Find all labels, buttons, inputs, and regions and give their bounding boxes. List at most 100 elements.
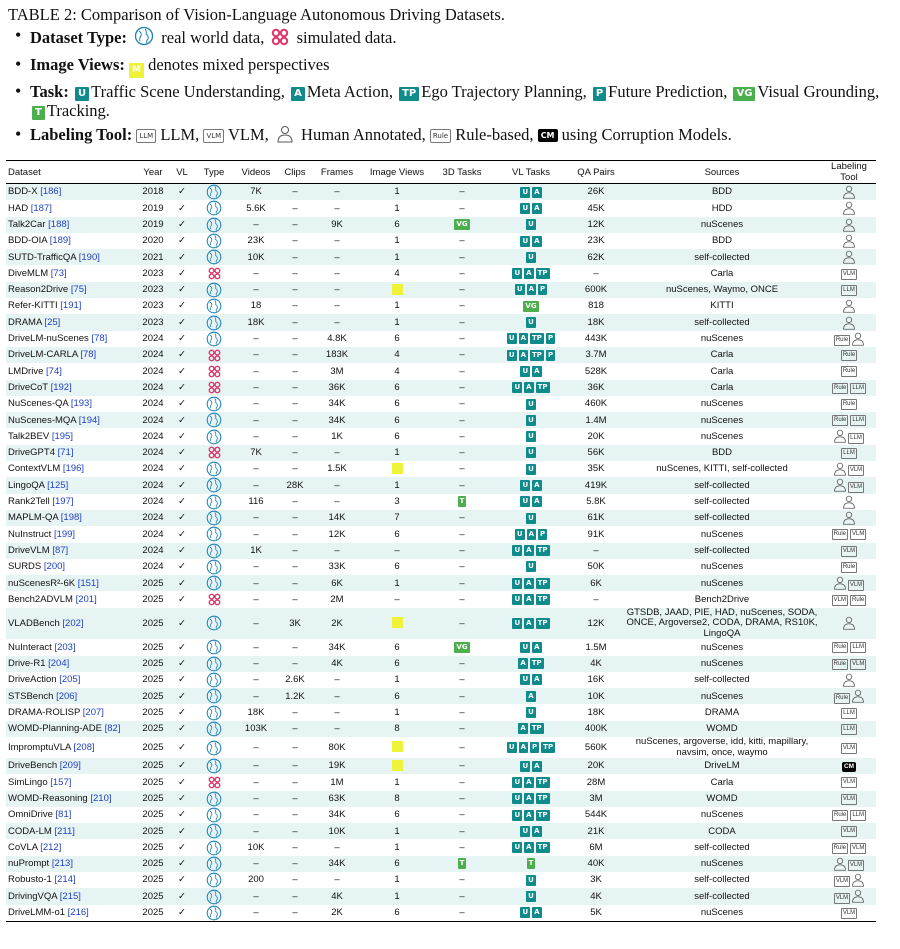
- reference-link[interactable]: [203]: [54, 641, 76, 653]
- cell-dataset: LMDrive [74]: [6, 363, 136, 379]
- cell-clips: –: [292, 593, 298, 605]
- reference-link[interactable]: [190]: [78, 251, 100, 263]
- reference-link[interactable]: [208]: [73, 741, 95, 753]
- cell-dataset: Reason2Drive [75]: [6, 281, 136, 299]
- cell-sources: nuScenes: [622, 688, 822, 705]
- cell-frames: –: [334, 706, 340, 718]
- cell-3d-tasks: –: [459, 430, 465, 442]
- cell-image-views: 6: [394, 528, 400, 540]
- reference-link[interactable]: [216]: [67, 907, 89, 919]
- cell-clips: –: [292, 496, 298, 508]
- table-row: Talk2Car [188] 2019 ✓ – –9K 6 VG U 12K nuScenes: [6, 216, 876, 233]
- reference-link[interactable]: [205]: [59, 674, 81, 686]
- table-row: Robusto-1 [214] 2025 ✓ 200 – – 1 – U 3K self-colle…: [6, 872, 876, 888]
- reference-link[interactable]: [78]: [91, 333, 108, 345]
- human-icon: [833, 857, 847, 871]
- reference-link[interactable]: [211]: [54, 825, 75, 837]
- reference-link[interactable]: [199]: [53, 528, 76, 540]
- globe-icon: [206, 494, 222, 510]
- cell-frames: –: [334, 235, 340, 247]
- reference-link[interactable]: [195]: [51, 430, 73, 442]
- task-badge-u: U: [526, 561, 536, 573]
- reference-link[interactable]: [187]: [30, 202, 52, 214]
- reference-link[interactable]: [192]: [50, 381, 72, 393]
- globe-icon: [206, 331, 222, 347]
- reference-link[interactable]: [213]: [51, 858, 73, 870]
- cell-type: [194, 607, 234, 640]
- cell-clips: –: [292, 641, 298, 653]
- cell-year: 2025: [136, 790, 170, 807]
- reference-link[interactable]: [191]: [60, 300, 82, 312]
- dataset-name: nuScenesR²-6K: [8, 577, 76, 589]
- cell-vl-tasks: U A TP: [492, 774, 570, 790]
- reference-link[interactable]: [200]: [43, 561, 66, 573]
- cell-year: 2024: [142, 496, 164, 508]
- cell-labeling-tool: [822, 233, 876, 249]
- reference-link[interactable]: [210]: [90, 792, 112, 804]
- reference-link[interactable]: [81]: [55, 809, 72, 821]
- reference-link[interactable]: [87]: [52, 544, 69, 556]
- reference-link[interactable]: [25]: [44, 316, 61, 328]
- simulated-icon: [208, 365, 221, 378]
- reference-link[interactable]: [215]: [59, 890, 81, 902]
- human-icon: [842, 316, 856, 330]
- cell-year: 2025: [136, 655, 170, 672]
- vlm-badge: VLM: [847, 465, 865, 477]
- cell-labeling-tool: VLM: [822, 823, 876, 840]
- cell-3d-tasks: –: [432, 823, 492, 840]
- reference-link[interactable]: [212]: [40, 841, 62, 853]
- cell-labeling-tool: Rule LLM: [822, 379, 876, 396]
- reference-link[interactable]: [71]: [57, 447, 74, 459]
- task-badge-tp: TP: [535, 382, 550, 394]
- reference-link[interactable]: [189]: [49, 235, 71, 247]
- cell-3d-tasks: –: [432, 542, 492, 559]
- reference-link[interactable]: [151]: [77, 577, 99, 589]
- cell-labeling-tool: Rule LLM: [822, 412, 876, 429]
- column-header: Frames: [312, 160, 362, 184]
- reference-link[interactable]: [196]: [62, 463, 85, 475]
- reference-link[interactable]: [75]: [70, 284, 87, 296]
- cell-qa-pairs: 600K: [570, 281, 622, 299]
- reference-link[interactable]: [74]: [46, 365, 62, 377]
- reference-link[interactable]: [207]: [82, 706, 104, 718]
- reference-link[interactable]: [202]: [62, 617, 84, 629]
- reference-link[interactable]: [204]: [48, 657, 70, 669]
- reference-link[interactable]: [194]: [78, 414, 100, 426]
- cell-image-views: 6: [394, 333, 400, 345]
- reference-link[interactable]: [82]: [104, 723, 121, 735]
- task-badge-a: A: [532, 907, 542, 919]
- reference-link[interactable]: [78]: [80, 349, 97, 361]
- table-row: DrivingVQA [215] 2025 ✓ – –4K 1– U 4K self-colle…: [6, 888, 876, 905]
- cell-year: 2020: [142, 235, 164, 247]
- cell-vl: ✓: [170, 823, 194, 840]
- reference-link[interactable]: [198]: [60, 512, 82, 524]
- reference-link[interactable]: [209]: [59, 760, 81, 772]
- reference-link[interactable]: [188]: [48, 218, 70, 230]
- task-badge-u: U: [512, 577, 523, 589]
- cell-frames: –: [312, 314, 362, 331]
- cell-sources: self-collected: [694, 674, 750, 686]
- cell-3d-tasks: –: [432, 509, 492, 527]
- cell-frames: 12K: [328, 528, 346, 540]
- cell-dataset: DriveLM-nuScenes [78]: [6, 331, 136, 347]
- reference-link[interactable]: [201]: [75, 593, 97, 605]
- reference-link[interactable]: [214]: [54, 874, 76, 886]
- reference-link[interactable]: [206]: [56, 690, 78, 702]
- cell-year: 2024: [136, 477, 170, 494]
- reference-link[interactable]: [186]: [40, 186, 62, 198]
- cell-vl: ✓: [170, 790, 194, 807]
- reference-link[interactable]: [157]: [50, 776, 72, 788]
- cell-image-views: 6: [394, 641, 400, 653]
- table-row: DriveAction [205] 2025 ✓ – 2.6K – 1 – U A 16K self-…: [6, 672, 876, 688]
- simulated-icon: [208, 381, 221, 394]
- reference-link[interactable]: [73]: [50, 267, 67, 279]
- reference-link[interactable]: [197]: [52, 496, 74, 508]
- cell-vl: ✓: [178, 267, 186, 279]
- reference-link[interactable]: [125]: [47, 479, 69, 491]
- task-badge-tp: TP: [530, 349, 544, 361]
- vlm-badge: VLM: [847, 481, 865, 493]
- reference-link[interactable]: [193]: [70, 398, 92, 410]
